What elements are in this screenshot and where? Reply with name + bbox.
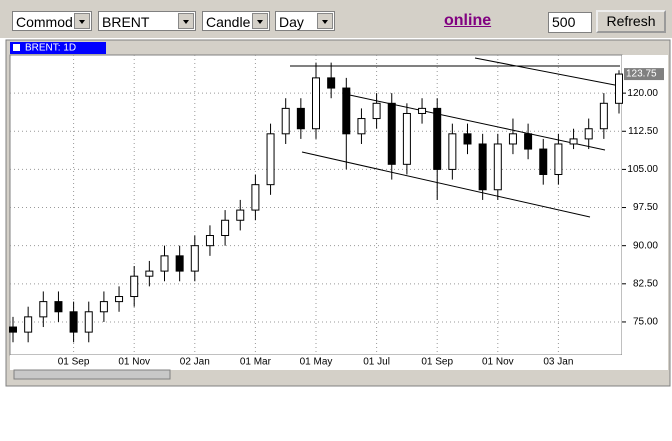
candle-body — [569, 138, 578, 145]
style-select[interactable]: Candle — [202, 11, 270, 31]
candle-body — [387, 102, 396, 165]
x-axis-area — [10, 355, 668, 370]
candle-body — [508, 133, 517, 145]
x-tick-label: 02 Jan — [180, 357, 210, 368]
candle-body — [539, 148, 548, 175]
candle-body — [9, 326, 17, 333]
candle-body — [160, 255, 169, 272]
candle-body — [54, 301, 63, 313]
candle-body — [251, 184, 260, 211]
candle-body — [205, 235, 214, 247]
candle-body — [478, 143, 487, 191]
style-text: Candle — [206, 14, 251, 30]
candle-body — [39, 301, 48, 318]
candle-body — [357, 118, 366, 135]
chart-title: BRENT: 1D — [25, 43, 76, 54]
candle-body — [599, 102, 608, 130]
candle-body — [493, 143, 502, 191]
candle-body — [372, 102, 381, 120]
candle-body — [584, 128, 593, 140]
candle-body — [175, 255, 184, 272]
candle-body — [221, 219, 230, 237]
candle-body — [99, 301, 108, 313]
last-price-tag — [624, 68, 664, 81]
candle-body — [342, 87, 351, 135]
y-tick-label: 75.00 — [633, 317, 658, 328]
last-price-label: 123.75 — [626, 69, 657, 80]
market-select[interactable]: Commod — [12, 11, 92, 31]
candle-body — [554, 143, 563, 175]
y-tick-label: 112.50 — [628, 126, 658, 137]
period-text: Day — [279, 14, 304, 30]
candle-body — [190, 245, 199, 272]
tab-icon — [13, 44, 20, 51]
candle-body — [266, 133, 275, 186]
y-tick-label: 120.00 — [627, 88, 658, 99]
candle-body — [115, 296, 124, 303]
candle-body — [524, 133, 533, 150]
x-tick-label: 03 Jan — [543, 357, 573, 368]
online-link[interactable]: online — [444, 12, 492, 29]
symbol-select[interactable]: BRENT — [98, 11, 196, 31]
trend-line — [301, 151, 591, 218]
chart: BRENT: 1D 75.00 82.50 90.00 97.50 105.00 112.… — [5, 39, 671, 387]
x-tick-label: 01 Nov — [482, 357, 514, 368]
x-tick-label: 01 May — [300, 357, 333, 368]
symbol-text: BRENT — [102, 14, 150, 30]
x-tick-label: 01 Sep — [58, 357, 90, 368]
scrollbar[interactable] — [13, 369, 171, 380]
market-text: Commod — [16, 14, 73, 30]
candle-body — [24, 316, 33, 333]
candle-body — [69, 311, 78, 333]
chart-tab — [10, 42, 106, 54]
period-select[interactable]: Day — [275, 11, 335, 31]
candle-body — [84, 311, 93, 333]
candle-body — [615, 73, 623, 104]
x-tick-label: 01 Sep — [421, 357, 453, 368]
candle-body — [130, 275, 139, 298]
y-axis-area — [622, 55, 668, 355]
candle-body — [448, 133, 457, 170]
candle-body — [463, 133, 472, 145]
x-tick-label: 01 Nov — [118, 357, 150, 368]
toolbar: Commod BRENT Candle Day online 500 Refre… — [0, 0, 672, 38]
bars-input[interactable]: 500 — [548, 12, 592, 33]
y-tick-label: 90.00 — [633, 240, 658, 251]
y-tick-label: 82.50 — [633, 278, 658, 289]
candle-body — [236, 209, 245, 221]
x-tick-label: 01 Mar — [240, 357, 272, 368]
candle-body — [402, 112, 411, 165]
candle-body — [433, 107, 442, 170]
candle-body — [281, 107, 290, 135]
candle-body — [145, 270, 154, 277]
x-tick-label: 01 Jul — [363, 357, 390, 368]
y-tick-label: 97.50 — [633, 202, 658, 213]
refresh-button[interactable]: Refresh — [596, 10, 666, 33]
candle-body — [296, 107, 305, 130]
trend-line — [474, 57, 621, 87]
candle-body — [418, 107, 427, 114]
candle-body — [312, 77, 320, 130]
candle-body — [327, 77, 336, 89]
y-tick-label: 105.00 — [627, 164, 658, 175]
trend-lines — [290, 57, 621, 218]
